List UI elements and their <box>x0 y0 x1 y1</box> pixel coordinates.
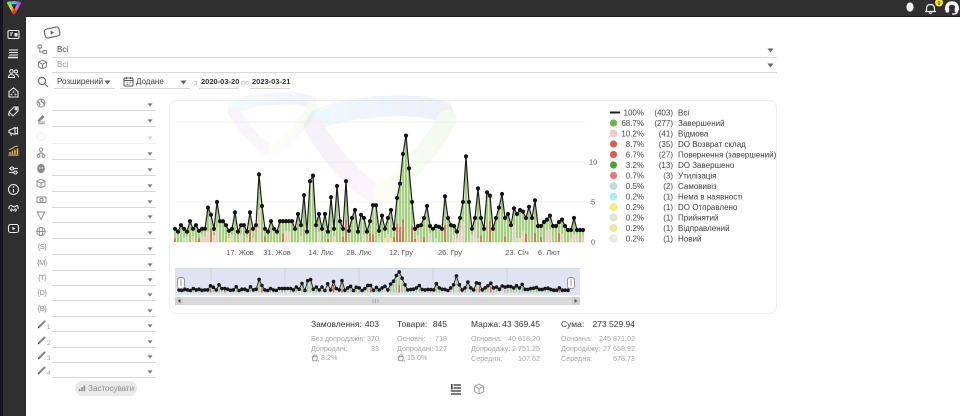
svg-text:(3): (3) <box>663 171 673 180</box>
svg-text:(41): (41) <box>659 129 674 138</box>
svg-text:(403): (403) <box>654 108 673 117</box>
svg-text:0.5%: 0.5% <box>626 182 644 191</box>
svg-text:17: 17 <box>126 81 132 86</box>
svg-text:14. Лис: 14. Лис <box>308 248 334 257</box>
svg-text:(35): (35) <box>659 140 674 149</box>
svg-text:DO Завершено: DO Завершено <box>678 161 735 170</box>
svg-text:0.2%: 0.2% <box>626 234 644 243</box>
svg-text:Повернення (завершений): Повернення (завершений) <box>678 150 777 159</box>
svg-text:5: 5 <box>591 198 595 207</box>
svg-text:6. Лют: 6. Лют <box>538 248 561 257</box>
svg-text:0: 0 <box>591 238 595 247</box>
svg-text:Новий: Новий <box>678 234 701 243</box>
svg-text:0.2%: 0.2% <box>626 203 644 212</box>
svg-text:Всі: Всі <box>678 108 689 117</box>
svg-text:28. Лис: 28. Лис <box>346 248 372 257</box>
svg-text:10: 10 <box>589 158 597 167</box>
svg-text:x: x <box>404 359 405 362</box>
svg-text:DO Отправлено: DO Отправлено <box>678 203 738 212</box>
svg-text:Відмова: Відмова <box>678 129 709 138</box>
svg-text:17. Жов: 17. Жов <box>226 248 254 257</box>
svg-text:100%: 100% <box>624 108 644 117</box>
svg-text:DO Возврат склад: DO Возврат склад <box>678 140 746 149</box>
svg-text:(13): (13) <box>659 161 674 170</box>
svg-text:6.7%: 6.7% <box>626 150 644 159</box>
svg-text:Самовивіз: Самовивіз <box>678 182 717 191</box>
svg-text:4: 4 <box>47 371 50 376</box>
svg-text:(1): (1) <box>663 203 673 212</box>
svg-text:?: ? <box>39 134 42 140</box>
svg-text:(1): (1) <box>663 213 673 222</box>
svg-text:26. Гру: 26. Гру <box>438 248 462 257</box>
svg-text:x: x <box>318 359 319 362</box>
svg-text:(1): (1) <box>663 234 673 243</box>
svg-text:3: 3 <box>47 356 50 361</box>
svg-text:68.7%: 68.7% <box>621 119 644 128</box>
svg-text:Відправлений: Відправлений <box>678 224 730 233</box>
svg-text:9: 9 <box>937 1 940 7</box>
svg-text:Нема в наявності: Нема в наявності <box>678 192 743 201</box>
svg-text:23. Січ: 23. Січ <box>505 248 529 257</box>
svg-text:0.2%: 0.2% <box>626 224 644 233</box>
svg-text:0.7%: 0.7% <box>626 171 644 180</box>
svg-text:2: 2 <box>47 341 50 346</box>
svg-text:8.7%: 8.7% <box>626 140 644 149</box>
svg-text:0.2%: 0.2% <box>626 192 644 201</box>
svg-text:(27): (27) <box>659 150 674 159</box>
svg-text:12. Гру: 12. Гру <box>389 248 413 257</box>
svg-text:1: 1 <box>47 325 50 330</box>
svg-text:10.2%: 10.2% <box>621 129 644 138</box>
svg-text:31. Жов: 31. Жов <box>263 248 291 257</box>
svg-text:(277): (277) <box>654 119 673 128</box>
svg-text:3.2%: 3.2% <box>626 161 644 170</box>
svg-text:(1): (1) <box>663 192 673 201</box>
svg-text:Завершений: Завершений <box>678 119 725 128</box>
svg-text:0.2%: 0.2% <box>626 213 644 222</box>
svg-text:(2): (2) <box>663 182 673 191</box>
svg-text:(1): (1) <box>663 224 673 233</box>
svg-text:Прийнятий: Прийнятий <box>678 213 719 222</box>
svg-text:Утилізація: Утилізація <box>678 171 716 180</box>
